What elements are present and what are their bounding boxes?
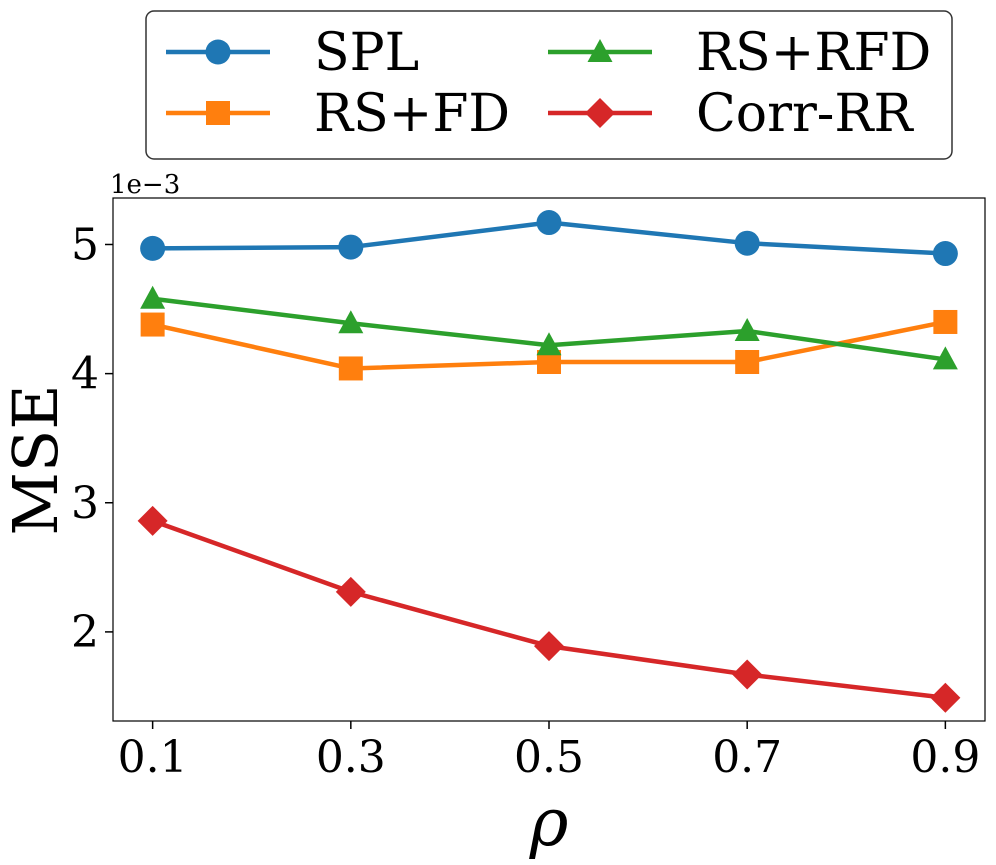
- data-point: [930, 682, 961, 713]
- data-point: [932, 346, 958, 370]
- y-tick-label: 4: [71, 349, 99, 400]
- legend-entry: SPL: [166, 23, 419, 83]
- x-tick-label: 0.3: [316, 732, 386, 783]
- data-point: [534, 631, 564, 662]
- series-line: [150, 518, 948, 701]
- legend-marker: [585, 98, 615, 128]
- y-tick-label: 5: [71, 219, 99, 270]
- series-corr-rr: [137, 505, 961, 713]
- data-point: [734, 230, 760, 256]
- legend-label: Corr-RR: [696, 84, 915, 144]
- y-tick-label: 2: [71, 607, 99, 658]
- legend-marker: [205, 39, 231, 65]
- data-point: [536, 210, 562, 236]
- legend-frame: [145, 10, 953, 160]
- x-tick-label: 0.5: [514, 732, 584, 783]
- legend-label: RS+RFD: [696, 23, 931, 83]
- data-point: [137, 505, 168, 536]
- x-axis-ticks: 0.1 0.3 0.5 0.7 0.9: [118, 721, 980, 783]
- series-rs-fd: [140, 309, 958, 381]
- y-axis-ticks: 2 3 4 5: [71, 219, 113, 658]
- legend-label: RS+FD: [314, 84, 510, 144]
- x-tick-label: 0.7: [712, 732, 782, 783]
- data-point: [140, 312, 165, 337]
- series-rs-rfd: [140, 285, 958, 370]
- legend-entry: RS+RFD: [548, 23, 931, 83]
- x-tick-label: 0.1: [118, 732, 188, 783]
- data-point: [734, 318, 760, 342]
- data-point: [932, 241, 958, 267]
- legend-label: SPL: [314, 23, 419, 83]
- legend-entry: RS+FD: [166, 84, 510, 144]
- data-point: [536, 332, 562, 356]
- data-point: [338, 310, 364, 334]
- data-point: [338, 356, 363, 381]
- y-axis-exponent-label: 1e−3: [110, 170, 180, 200]
- legend-entry: Corr-RR: [548, 84, 915, 144]
- series-layer: [137, 210, 961, 713]
- legend-marker: [206, 101, 230, 125]
- data-point: [140, 285, 166, 309]
- data-point: [735, 350, 760, 375]
- y-tick-label: 3: [71, 478, 99, 529]
- data-point: [338, 234, 364, 260]
- x-tick-label: 0.9: [910, 732, 980, 783]
- data-point: [732, 659, 763, 690]
- data-point: [933, 309, 958, 334]
- y-axis-label: MSE: [0, 384, 72, 535]
- data-point: [140, 235, 166, 261]
- series-spl: [140, 210, 958, 267]
- data-point: [335, 576, 366, 607]
- legend-marker: [587, 39, 613, 62]
- x-axis-label: ρ: [529, 784, 569, 861]
- plot-area: 0.1 0.3 0.5 0.7 0.9 2 3 4 5: [71, 197, 986, 783]
